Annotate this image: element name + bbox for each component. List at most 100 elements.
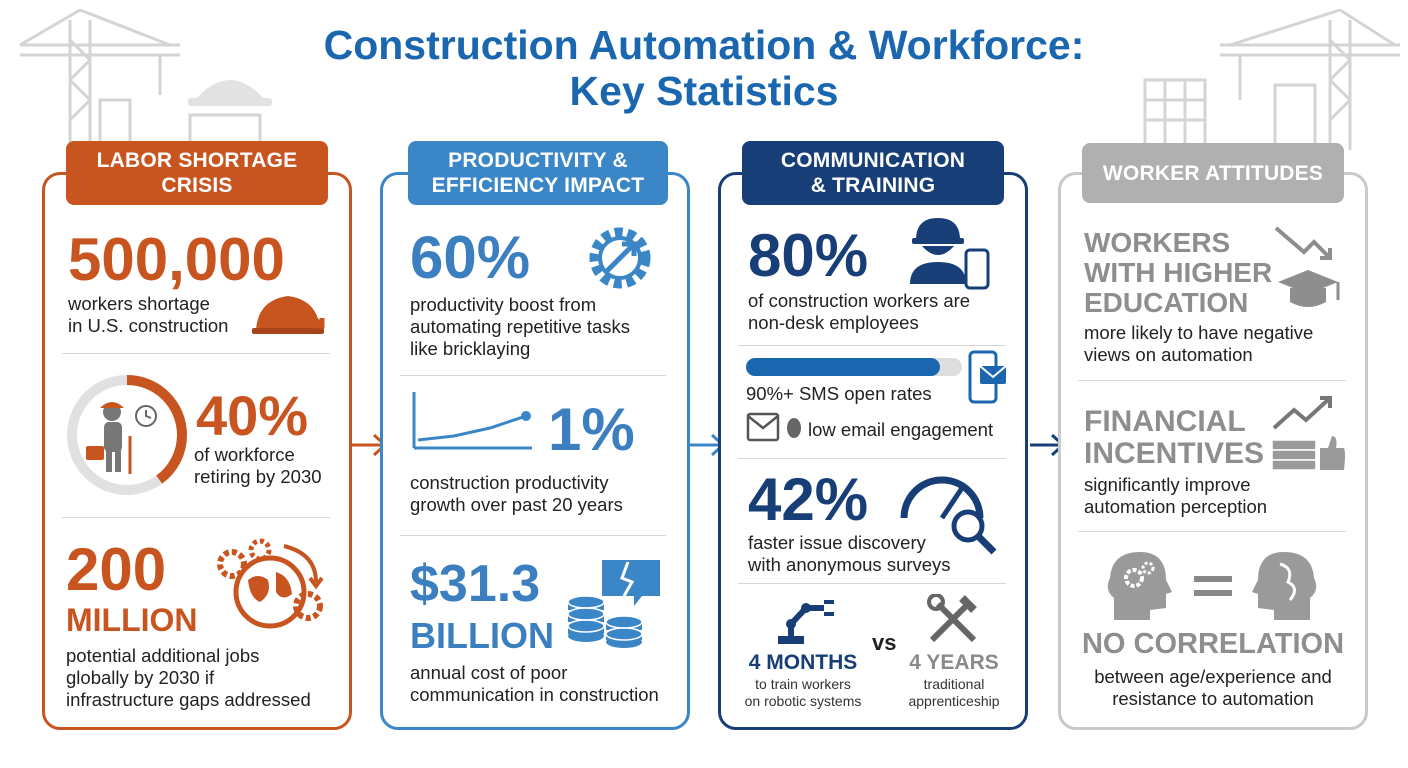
financial-incentives-description: significantly improve automation percept… <box>1084 474 1267 518</box>
page-title: Construction Automation & Workforce: Key… <box>0 22 1408 114</box>
header-line-2: & TRAINING <box>810 174 936 197</box>
phone-message-icon <box>968 350 1007 404</box>
header-line-1: PRODUCTIVITY & <box>448 149 628 172</box>
non-desk-value: 80% <box>748 222 869 289</box>
desc-line: with anonymous surveys <box>748 554 951 575</box>
financial-incentives-heading: FINANCIAL INCENTIVES <box>1084 406 1264 470</box>
retiring-value: 40% <box>196 384 309 447</box>
heading-line: FINANCIAL <box>1084 405 1246 438</box>
desc-line: more likely to have negative <box>1084 322 1314 343</box>
title-line-1: Construction Automation & Workforce: <box>323 22 1085 68</box>
graduation-cap-down-icon <box>1274 226 1340 307</box>
retiring-description: of workforce retiring by 2030 <box>194 444 322 488</box>
desc-line: potential additional jobs <box>66 645 260 666</box>
title-line-2: Key Statistics <box>569 68 839 114</box>
desc-line: productivity boost from <box>410 294 597 315</box>
email-icon <box>746 412 801 442</box>
desc-line: automation perception <box>1084 496 1268 517</box>
divider <box>62 517 330 518</box>
desc-line: in U.S. construction <box>68 315 229 336</box>
retiring-worker-icon <box>86 402 157 474</box>
desc-line: globally by 2030 if <box>66 667 215 688</box>
sms-label: 90%+ SMS open rates <box>746 383 932 404</box>
header-line-2: EFFICIENCY IMPACT <box>431 174 645 197</box>
header-line-2: CRISIS <box>161 174 233 197</box>
worker-shortage-description: workers shortage in U.S. construction <box>68 293 228 337</box>
sms-open-rate-fill <box>746 358 941 376</box>
desc-line: between age/experience and <box>1094 666 1332 687</box>
issue-discovery-description: faster issue discovery with anonymous su… <box>748 532 951 576</box>
desc-line: faster issue discovery <box>748 532 926 553</box>
desc-line: communication in construction <box>410 684 659 705</box>
no-correlation-description: between age/experience and resistance to… <box>1058 666 1368 710</box>
divider <box>738 458 1006 459</box>
desc-line: workers shortage <box>68 293 210 314</box>
apprenticeship-description: traditional apprenticeship <box>894 676 1014 710</box>
desc-line: growth over past 20 years <box>410 494 623 515</box>
communication-header: COMMUNICATION & TRAINING <box>742 141 1004 205</box>
heading-line: WORKERS <box>1084 227 1231 258</box>
right-crane-background <box>1143 8 1400 150</box>
worker-attitudes-header: WORKER ATTITUDES <box>1082 143 1344 203</box>
desc-line: significantly improve <box>1084 474 1251 495</box>
issue-discovery-value: 42% <box>748 466 869 533</box>
divider <box>738 345 1006 346</box>
robotic-arm-icon <box>778 600 834 644</box>
no-correlation-heading: NO CORRELATION <box>1081 628 1345 660</box>
tools-icon <box>927 594 977 643</box>
jobs-value: 200 <box>66 536 167 603</box>
globe-gears-icon <box>217 538 324 629</box>
higher-education-heading: WORKERS WITH HIGHER EDUCATION <box>1084 228 1272 318</box>
hard-hat-down-icon <box>252 296 325 334</box>
gauge-magnifier-icon <box>900 476 997 555</box>
desc-line: resistance to automation <box>1112 688 1314 709</box>
desc-line: retiring by 2030 <box>194 466 322 487</box>
desc-line: traditional <box>923 676 985 692</box>
desc-line: automating repetitive tasks <box>410 316 631 337</box>
desc-line: of construction workers are <box>748 290 971 311</box>
header-line-1: COMMUNICATION <box>780 149 966 172</box>
ring-fill <box>67 375 187 495</box>
higher-education-description: more likely to have negative views on au… <box>1084 322 1313 366</box>
desc-line: non-desk employees <box>748 312 919 333</box>
header-line-1: LABOR SHORTAGE <box>96 149 298 172</box>
desc-line: views on automation <box>1084 344 1253 365</box>
labor-shortage-header: LABOR SHORTAGE CRISIS <box>66 141 328 205</box>
retirement-ring-chart <box>67 375 187 495</box>
desc-line: infrastructure gaps addressed <box>66 689 311 710</box>
desc-line: annual cost of poor <box>410 662 568 683</box>
desc-line: on robotic systems <box>744 693 862 709</box>
vs-label: vs <box>872 630 897 655</box>
left-crane-background <box>19 8 272 150</box>
divider <box>400 375 666 376</box>
heading-line: EDUCATION <box>1084 287 1249 318</box>
money-thumbs-up-icon <box>1271 396 1345 471</box>
divider <box>1078 531 1346 532</box>
email-label: low email engagement <box>808 419 994 440</box>
flat-growth-line-chart-icon <box>412 392 532 450</box>
robot-training-description: to train workers on robotic systems <box>738 676 868 710</box>
productivity-boost-description: productivity boost from automating repet… <box>410 294 630 360</box>
worker-phone-icon <box>910 218 990 290</box>
cost-unit: BILLION <box>410 615 554 656</box>
jobs-unit: MILLION <box>66 602 198 638</box>
productivity-growth-value: 1% <box>548 396 635 463</box>
gear-arrow-icon <box>589 227 651 289</box>
heads-equal-icon <box>1107 552 1317 620</box>
robot-training-value: 4 MONTHS <box>748 651 858 674</box>
divider <box>1078 380 1346 381</box>
jobs-description: potential additional jobs globally by 20… <box>66 645 311 711</box>
desc-line: apprenticeship <box>908 693 1000 709</box>
productivity-growth-description: construction productivity growth over pa… <box>410 472 623 516</box>
divider <box>738 583 1006 584</box>
desc-line: construction productivity <box>410 472 609 493</box>
non-desk-description: of construction workers are non-desk emp… <box>748 290 970 334</box>
desc-line: of workforce <box>194 444 295 465</box>
sms-open-rate-bar <box>746 358 962 376</box>
cost-value: $31.3 <box>410 555 541 613</box>
worker-shortage-value: 500,000 <box>68 226 285 293</box>
desc-line: like bricklaying <box>410 338 531 359</box>
heading-line: WITH HIGHER <box>1084 257 1273 288</box>
divider <box>400 535 666 536</box>
desc-line: to train workers <box>755 676 851 692</box>
